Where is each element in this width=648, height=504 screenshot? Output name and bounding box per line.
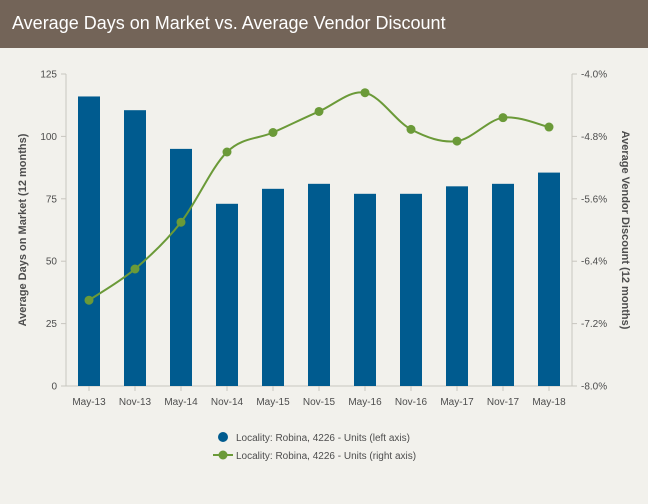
bar bbox=[78, 96, 100, 387]
right-tick-label: -5.6% bbox=[581, 194, 607, 205]
legend-line-dot bbox=[218, 450, 228, 460]
x-tick-label: Nov-16 bbox=[395, 397, 428, 408]
right-axis-title: Average Vendor Discount (12 months) bbox=[619, 131, 631, 330]
legend-bar-marker bbox=[218, 432, 228, 442]
bar bbox=[400, 193, 422, 386]
chart-header: Average Days on Market vs. Average Vendo… bbox=[0, 0, 648, 48]
left-tick-label: 100 bbox=[40, 132, 57, 143]
left-tick-label: 75 bbox=[46, 194, 58, 205]
bar bbox=[170, 148, 192, 386]
bar bbox=[308, 183, 330, 386]
x-tick-label: May-15 bbox=[256, 397, 290, 408]
x-tick-label: May-13 bbox=[72, 397, 106, 408]
line-point bbox=[360, 88, 370, 98]
line-point bbox=[452, 136, 462, 146]
right-tick-label: -4.0% bbox=[581, 70, 607, 81]
x-tick-label: May-18 bbox=[532, 397, 566, 408]
bar bbox=[354, 193, 376, 386]
line-point bbox=[130, 264, 140, 274]
legend-item-line[interactable]: Locality: Robina, 4226 - Units (right ax… bbox=[213, 450, 416, 463]
right-axis-ticks: -8.0% -7.2% -6.4% -5.6% -4.8% -4.0% bbox=[572, 70, 607, 393]
left-tick-label: 50 bbox=[46, 257, 58, 268]
line-point bbox=[498, 113, 508, 123]
line-point bbox=[268, 128, 278, 137]
right-tick-label: -8.0% bbox=[581, 382, 607, 393]
bar bbox=[124, 110, 146, 386]
line-point bbox=[314, 106, 324, 116]
x-tick-label: Nov-14 bbox=[211, 397, 244, 408]
line-point bbox=[176, 217, 186, 227]
line-series bbox=[84, 88, 554, 305]
left-tick-label: 125 bbox=[40, 70, 57, 81]
x-tick-label: May-14 bbox=[164, 397, 198, 408]
right-tick-label: -6.4% bbox=[581, 257, 607, 268]
line-point bbox=[406, 124, 416, 134]
legend-label: Locality: Robina, 4226 - Units (right ax… bbox=[236, 451, 416, 462]
x-axis-ticks: May-13 Nov-13 May-14 Nov-14 May-15 Nov-15 May-… bbox=[72, 386, 566, 408]
right-tick-label: -7.2% bbox=[581, 319, 607, 330]
x-tick-label: Nov-13 bbox=[119, 397, 152, 408]
x-tick-label: May-17 bbox=[440, 397, 474, 408]
bar bbox=[492, 183, 514, 386]
bar bbox=[538, 172, 560, 386]
left-axis-ticks: 0 25 50 75 100 125 bbox=[40, 70, 66, 393]
left-tick-label: 0 bbox=[51, 382, 57, 393]
line-point bbox=[222, 147, 232, 157]
legend-label: Locality: Robina, 4226 - Units (left axi… bbox=[236, 433, 410, 444]
bar bbox=[446, 186, 468, 386]
bar-series bbox=[78, 96, 560, 387]
left-tick-label: 25 bbox=[46, 319, 58, 330]
line-point bbox=[84, 295, 94, 305]
line-point bbox=[544, 122, 554, 132]
x-tick-label: Nov-17 bbox=[487, 397, 520, 408]
chart-legend: Locality: Robina, 4226 - Units (left axi… bbox=[213, 432, 416, 462]
left-axis-title: Average Days on Market (12 months) bbox=[17, 133, 29, 326]
bar bbox=[216, 203, 238, 386]
chart-title: Average Days on Market vs. Average Vendo… bbox=[12, 13, 446, 33]
x-tick-label: Nov-15 bbox=[303, 397, 336, 408]
right-tick-label: -4.8% bbox=[581, 132, 607, 143]
bar bbox=[262, 188, 284, 386]
legend-item-bars[interactable]: Locality: Robina, 4226 - Units (left axi… bbox=[218, 432, 410, 444]
chart-area: 0 25 50 75 100 125 -8.0% -7.2% -6.4% -5.6% -4.8% -… bbox=[0, 48, 648, 499]
x-tick-label: May-16 bbox=[348, 397, 382, 408]
